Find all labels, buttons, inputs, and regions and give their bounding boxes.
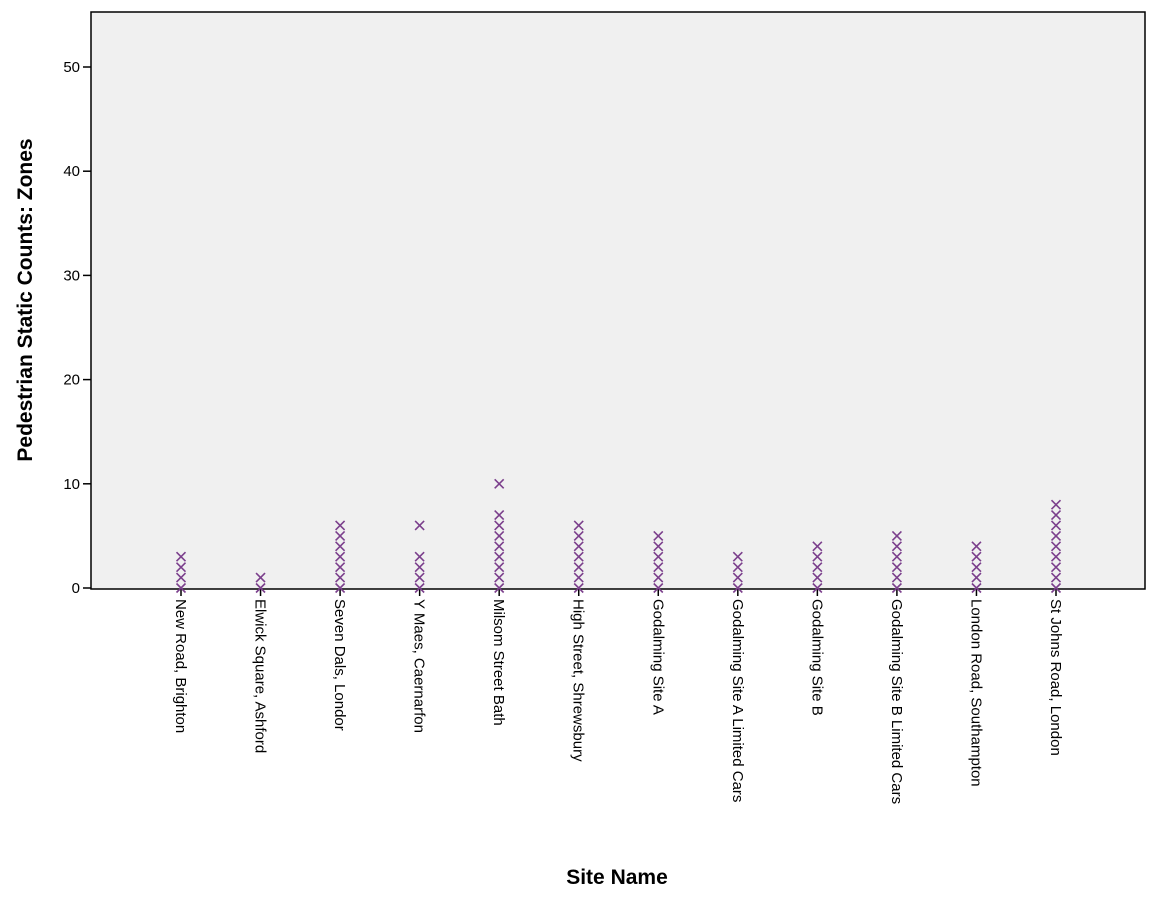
y-tick-label: 30 (63, 267, 80, 284)
data-point (573, 572, 584, 583)
data-point (414, 551, 425, 562)
x-axis: New Road, Brighton Elwick Square, Ashford… (172, 589, 1064, 804)
x-tick-label: London Road, Southampton (967, 599, 984, 787)
data-point (891, 562, 902, 573)
data-point (573, 541, 584, 552)
data-point (653, 530, 664, 541)
y-tick-label: 0 (72, 580, 80, 597)
data-point (653, 541, 664, 552)
data-point (1050, 582, 1062, 594)
y-tick-label: 10 (63, 476, 80, 493)
x-tick-label: Godalming Site B Limited Cars (888, 599, 905, 804)
y-axis: 0 10 20 30 40 50 (63, 59, 91, 597)
data-point (653, 551, 664, 562)
x-tick-label: Godalming Site B (808, 599, 825, 716)
data-point (494, 572, 505, 583)
data-point (653, 572, 664, 583)
data-point (335, 551, 346, 562)
data-point (573, 582, 584, 594)
data-point (653, 562, 664, 573)
data-point (494, 562, 505, 573)
data-point (494, 530, 505, 541)
data-point (494, 478, 505, 489)
data-point (1050, 541, 1062, 552)
data-point (335, 572, 346, 583)
data-point (573, 520, 584, 531)
data-point (732, 562, 743, 573)
data-point (653, 582, 664, 594)
data-point (335, 582, 346, 594)
data-point (335, 541, 346, 552)
data-point (175, 572, 187, 583)
data-points (175, 478, 1062, 594)
data-point (971, 572, 982, 583)
data-point (494, 582, 505, 594)
x-tick-label: Elwick Square, Ashford (252, 599, 269, 753)
data-point (414, 582, 425, 594)
data-point (494, 541, 505, 552)
x-tick-label: St Johns Road, London (1047, 599, 1064, 756)
y-tick-label: 50 (63, 59, 80, 76)
data-point (812, 541, 823, 552)
x-tick-label: Godalming Site A (649, 599, 666, 715)
data-point (1050, 499, 1062, 510)
data-point (812, 582, 823, 594)
data-point (573, 551, 584, 562)
data-point (175, 551, 187, 562)
data-point (891, 541, 902, 552)
data-point (1050, 509, 1062, 521)
x-tick-label: New Road, Brighton (172, 599, 189, 733)
data-point (971, 582, 982, 594)
data-point (175, 582, 187, 594)
plot-area (90, 11, 1146, 590)
x-tick-label: Milsom Street Bath (490, 599, 507, 726)
x-tick-label: Godalming Site A Limited Cars (729, 599, 746, 802)
data-point (891, 551, 902, 562)
data-point (414, 572, 425, 583)
data-point (494, 509, 505, 521)
data-point (255, 572, 266, 583)
data-point (573, 562, 584, 573)
data-point (891, 572, 902, 583)
y-axis-title: Pedestrian Static Counts: Zones (14, 138, 37, 461)
data-point (335, 530, 346, 541)
x-tick-label: Y Maes, Caernarfon (411, 599, 428, 733)
y-tick-label: 40 (63, 163, 80, 180)
data-point (971, 562, 982, 573)
data-point (1050, 572, 1062, 583)
data-point (971, 541, 982, 552)
data-point (812, 562, 823, 573)
data-point (1050, 562, 1062, 573)
data-point (494, 551, 505, 562)
data-point (414, 562, 425, 573)
data-point (414, 520, 425, 531)
data-point (335, 520, 346, 531)
x-axis-title: Site Name (566, 866, 668, 889)
data-point (255, 582, 266, 594)
data-point (494, 520, 505, 531)
x-tick-label: High Street, Shrewsbury (570, 599, 587, 762)
data-point (812, 572, 823, 583)
data-point (732, 572, 743, 583)
data-point (335, 562, 346, 573)
data-point (732, 551, 743, 562)
data-point (812, 551, 823, 562)
data-point (175, 562, 187, 573)
data-point (891, 582, 902, 594)
data-point (971, 551, 982, 562)
data-point (1050, 520, 1062, 531)
data-point (732, 582, 743, 594)
data-point (891, 530, 902, 541)
data-point (573, 530, 584, 541)
data-point (1050, 530, 1062, 541)
y-tick-label: 20 (63, 372, 80, 389)
data-point (1050, 551, 1062, 562)
x-tick-label: Seven Dals, Londor (331, 599, 348, 731)
